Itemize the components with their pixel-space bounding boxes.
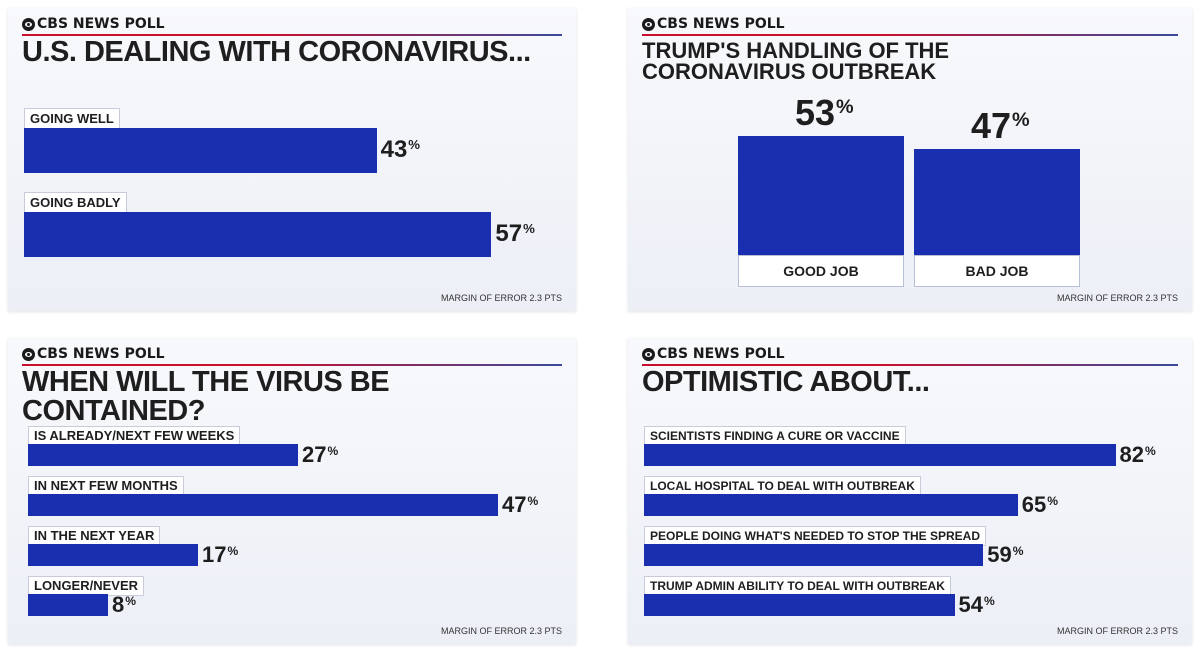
data-label-number: 82: [1119, 441, 1144, 467]
category-label: SCIENTISTS FINDING A CURE OR VACCINE: [644, 426, 906, 446]
cbs-eye-icon: [642, 347, 655, 361]
data-label-unit: %: [327, 443, 339, 458]
data-label: 54%: [959, 592, 995, 618]
data-label-number: 43: [380, 136, 408, 164]
header-rule: [22, 364, 562, 366]
category-label: IN NEXT FEW MONTHS: [28, 476, 184, 496]
data-label: 47%: [971, 105, 1030, 147]
data-label-unit: %: [408, 137, 421, 153]
data-label: 57%: [495, 220, 534, 248]
data-label-unit: %: [1012, 543, 1024, 558]
data-label-number: 54: [958, 591, 983, 617]
cbs-news-poll-logo: CBS NEWS POLL: [22, 346, 165, 362]
poll-panel-optimistic: CBS NEWS POLL OPTIMISTIC ABOUT... MARGIN…: [628, 338, 1192, 644]
chart-title: OPTIMISTIC ABOUT...: [642, 366, 930, 398]
poll-panel-us-dealing: CBS NEWS POLL U.S. DEALING WITH CORONAVI…: [8, 8, 576, 311]
data-label-number: 53: [795, 91, 836, 133]
data-label-number: 65: [1021, 491, 1047, 517]
bar: [28, 444, 298, 466]
data-label-unit: %: [523, 221, 535, 237]
category-label: GOOD JOB: [738, 255, 904, 287]
margin-of-error: MARGIN OF ERROR 2.3 PTS: [1056, 626, 1178, 636]
poll-panel-virus-contained: CBS NEWS POLL WHEN WILL THE VIRUS BE CON…: [8, 338, 576, 644]
cbs-eye-icon: [642, 17, 655, 31]
data-label: 43%: [381, 136, 420, 164]
poll-panel-trump-handling: CBS NEWS POLL TRUMP'S HANDLING OF THE CO…: [628, 8, 1192, 311]
data-label-number: 17: [202, 541, 227, 567]
cbs-eye-icon: [22, 347, 35, 361]
data-label-unit: %: [983, 593, 995, 608]
data-label: 17%: [202, 542, 238, 568]
chart-title: TRUMP'S HANDLING OF THE CORONAVIRUS OUTB…: [642, 38, 950, 84]
chart-title: WHEN WILL THE VIRUS BE CONTAINED?: [22, 366, 390, 427]
brand-label: CBS NEWS POLL: [657, 346, 785, 362]
cbs-news-poll-logo: CBS NEWS POLL: [642, 16, 785, 32]
data-label-unit: %: [1012, 109, 1030, 132]
data-label: 8%: [112, 592, 136, 618]
cbs-news-poll-logo: CBS NEWS POLL: [642, 346, 785, 362]
category-label: IN THE NEXT YEAR: [28, 526, 161, 546]
data-label-number: 47: [502, 491, 527, 517]
bar: [24, 128, 377, 173]
bar: [24, 212, 492, 257]
margin-of-error: MARGIN OF ERROR 2.3 PTS: [440, 293, 562, 303]
chart-title: U.S. DEALING WITH CORONAVIRUS...: [22, 36, 531, 68]
brand-label: CBS NEWS POLL: [37, 346, 165, 362]
data-label-number: 47: [971, 105, 1012, 147]
data-label-number: 57: [495, 220, 523, 248]
data-label-unit: %: [1144, 443, 1156, 458]
header-rule: [22, 34, 562, 36]
cbs-news-poll-logo: CBS NEWS POLL: [22, 16, 165, 32]
bar: [644, 444, 1116, 466]
header-rule: [642, 364, 1178, 366]
cbs-eye-icon: [22, 17, 35, 31]
chart-title-line-1: TRUMP'S HANDLING OF THE: [642, 38, 950, 63]
data-label-number: 27: [302, 441, 327, 467]
chart-title-line-2: CORONAVIRUS OUTBREAK: [642, 59, 937, 84]
data-label-unit: %: [227, 543, 239, 558]
brand-label: CBS NEWS POLL: [657, 16, 785, 32]
bar: [738, 135, 904, 255]
category-label: GOING BADLY: [24, 192, 127, 214]
data-label-unit: %: [836, 95, 854, 118]
bar: [644, 494, 1018, 516]
bar: [28, 544, 198, 566]
bar: [28, 494, 498, 516]
bar: [914, 149, 1080, 255]
brand-label: CBS NEWS POLL: [37, 16, 165, 32]
data-label: 59%: [987, 542, 1023, 568]
data-label-unit: %: [527, 493, 539, 508]
category-label: LOCAL HOSPITAL TO DEAL WITH OUTBREAK: [644, 476, 921, 496]
header-rule: [642, 34, 1178, 36]
category-label: IS ALREADY/NEXT FEW WEEKS: [28, 426, 241, 446]
data-label: 27%: [302, 442, 338, 468]
data-label-number: 8: [112, 591, 125, 617]
data-label-unit: %: [125, 593, 137, 608]
data-label-number: 59: [987, 541, 1012, 567]
category-label: BAD JOB: [914, 255, 1080, 287]
data-label-unit: %: [1047, 493, 1058, 508]
data-label: 53%: [795, 92, 854, 134]
data-label: 47%: [502, 492, 538, 518]
category-label: PEOPLE DOING WHAT'S NEEDED TO STOP THE S…: [644, 526, 987, 546]
data-label: 65%: [1022, 492, 1058, 518]
category-label: GOING WELL: [24, 108, 120, 130]
bar: [644, 544, 984, 566]
margin-of-error: MARGIN OF ERROR 2.3 PTS: [440, 626, 562, 636]
data-label: 82%: [1120, 442, 1156, 468]
bar: [644, 594, 955, 616]
margin-of-error: MARGIN OF ERROR 2.3 PTS: [1056, 293, 1178, 303]
bar: [28, 594, 108, 616]
category-label: TRUMP ADMIN ABILITY TO DEAL WITH OUTBREA…: [644, 576, 951, 596]
